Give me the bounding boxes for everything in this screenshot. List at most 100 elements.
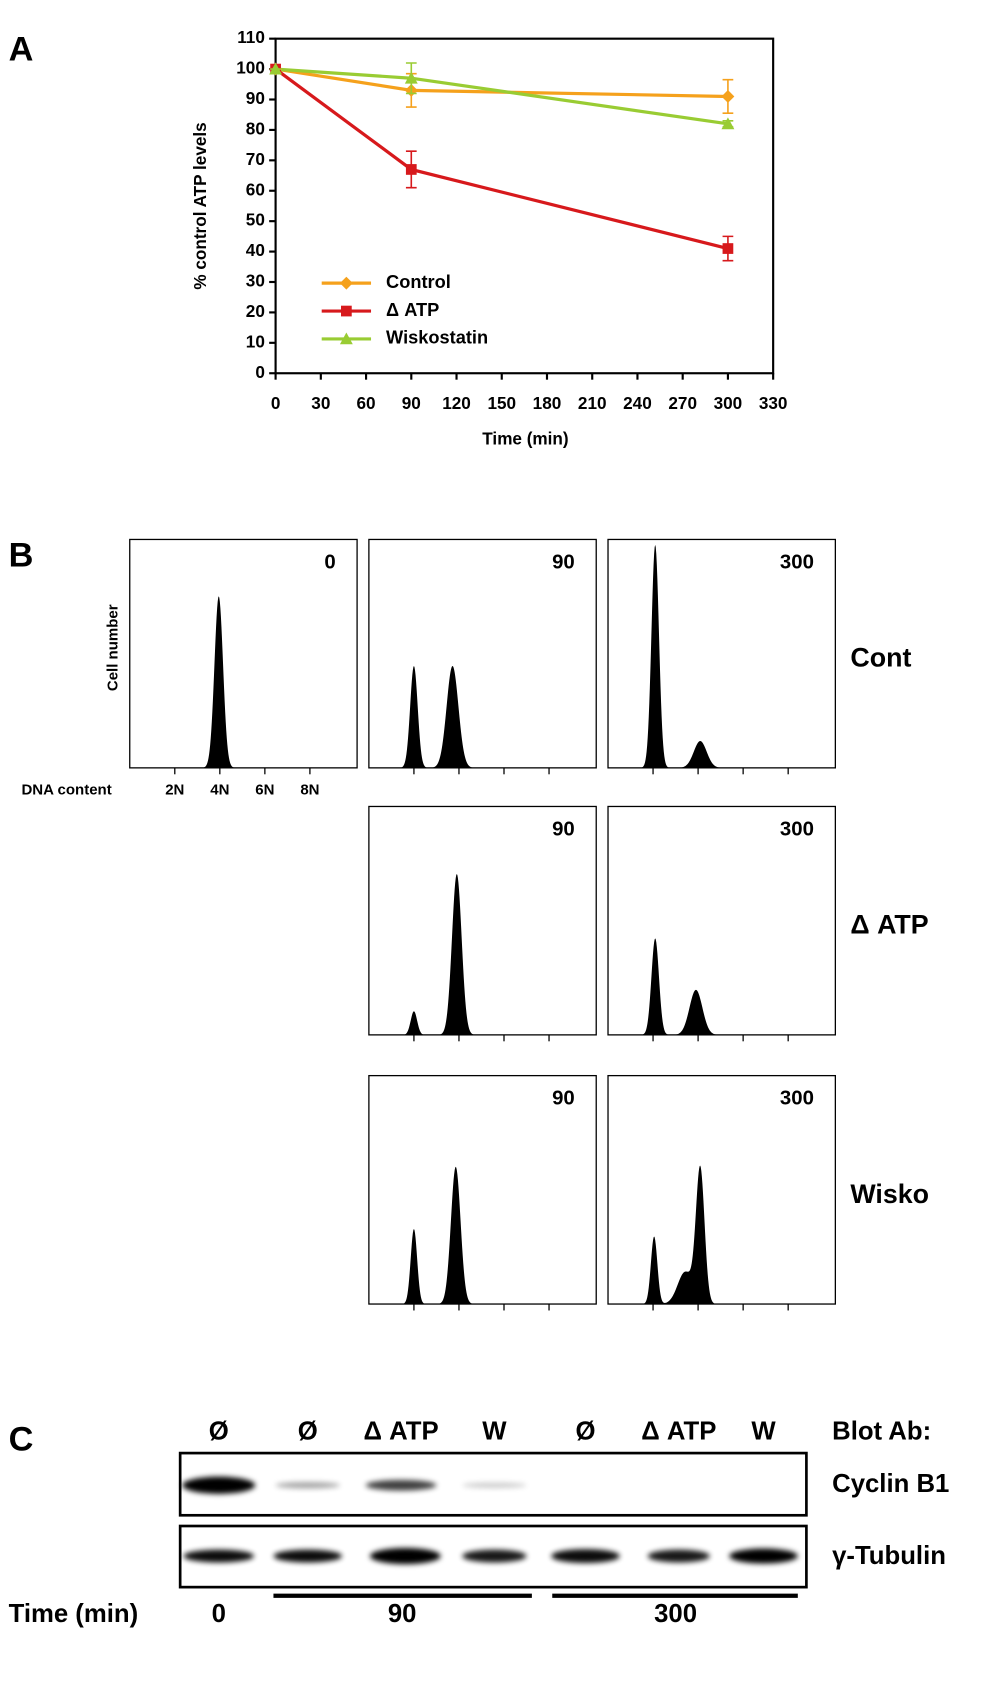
band	[183, 1549, 255, 1563]
row-label: Δ ATP	[850, 910, 928, 940]
y-tick-label: 70	[246, 149, 265, 169]
marker	[405, 164, 417, 175]
x-tick-label: 2N	[165, 781, 184, 798]
marker	[722, 243, 734, 254]
x-tick-label: 240	[623, 393, 652, 413]
time-group-label: 90	[388, 1600, 417, 1628]
y-tick-label: 110	[237, 27, 265, 47]
marker	[339, 276, 353, 290]
antibody-label: Cyclin B1	[832, 1470, 949, 1498]
legend-label: Control	[386, 272, 451, 292]
x-tick-label: 330	[759, 393, 788, 413]
band	[647, 1549, 710, 1563]
frame-cover	[369, 806, 596, 1034]
x-tick-label: 180	[533, 393, 562, 413]
time-label: 90	[552, 551, 575, 573]
marker	[339, 332, 353, 345]
x-tick-label: 6N	[255, 781, 274, 798]
x-tick-label: 120	[442, 393, 471, 413]
histogram-frame	[368, 538, 597, 769]
band	[729, 1548, 798, 1564]
lane-label: W	[482, 1418, 507, 1446]
x-tick-label: 210	[578, 393, 607, 413]
lane-label: Ø	[209, 1418, 229, 1446]
x-axis-label: Time (min)	[482, 428, 568, 448]
histogram-frame	[607, 805, 836, 1036]
band	[551, 1549, 620, 1564]
y-tick-label: 50	[246, 210, 265, 230]
frame-cover	[369, 539, 596, 767]
x-tick-label: 150	[487, 393, 516, 413]
time-label: 300	[780, 1088, 814, 1110]
panel-b: 0 90 300 Cont 90 300 Δ ATP 90 300 Wisko Cell numbe…	[21, 538, 929, 1311]
histogram	[608, 938, 836, 1035]
blot-frame	[178, 1451, 808, 1517]
histogram-frame	[368, 1074, 597, 1305]
histogram	[608, 1165, 836, 1305]
x-tick-label: 300	[714, 393, 743, 413]
time-label: 90	[552, 818, 575, 840]
histogram-frame	[368, 805, 597, 1036]
band	[273, 1549, 343, 1563]
frame-cover	[608, 1076, 835, 1304]
panel-label: B	[9, 537, 34, 575]
histogram-frame	[607, 1074, 836, 1305]
band	[462, 1482, 527, 1488]
antibody-label: γ-Tubulin	[832, 1542, 946, 1570]
y-tick-label: 0	[255, 362, 265, 382]
x-tick-label: 4N	[210, 781, 229, 798]
row-label: Cont	[850, 643, 911, 673]
histogram	[129, 596, 358, 768]
lane-label: Δ ATP	[641, 1418, 716, 1446]
y-axis-label: Cell number	[105, 604, 122, 691]
band	[462, 1549, 527, 1563]
band	[369, 1547, 441, 1565]
x-tick-label: 270	[668, 393, 697, 413]
marker	[269, 62, 283, 75]
y-tick-label: 30	[246, 271, 265, 291]
time-label: 0	[324, 551, 335, 573]
time-label: 300	[780, 551, 814, 573]
time-axis-label: Time (min)	[9, 1600, 139, 1628]
frame-cover	[608, 539, 835, 767]
lane-label: W	[751, 1418, 776, 1446]
time-label: 90	[552, 1088, 575, 1110]
histogram	[368, 665, 597, 768]
lane-label: Δ ATP	[363, 1418, 438, 1446]
histogram	[368, 874, 597, 1035]
y-tick-label: 60	[246, 179, 265, 199]
y-tick-label: 90	[246, 88, 265, 108]
y-tick-label: 20	[246, 301, 265, 321]
y-tick-label: 10	[246, 331, 265, 351]
x-tick-label: 8N	[300, 781, 319, 798]
lane-label: Ø	[298, 1418, 318, 1446]
frame-cover	[130, 539, 357, 767]
x-axis-label: DNA content	[21, 781, 111, 798]
blot-header: Blot Ab:	[832, 1418, 931, 1446]
band	[365, 1479, 437, 1491]
x-tick-label: 90	[402, 393, 421, 413]
y-tick-label: 80	[246, 118, 265, 138]
legend-label: Δ ATP	[386, 300, 439, 320]
histogram	[368, 1166, 597, 1305]
band	[275, 1482, 340, 1489]
row-label: Wisko	[850, 1179, 929, 1209]
x-tick-label: 0	[271, 393, 281, 413]
marker	[721, 90, 735, 103]
band	[182, 1476, 256, 1494]
marker	[341, 305, 352, 317]
panel-label: A	[9, 31, 34, 69]
marker	[721, 117, 735, 130]
x-tick-label: 30	[311, 393, 330, 413]
blot-frame	[178, 1524, 808, 1589]
histogram-frame	[129, 538, 358, 769]
frame-cover	[369, 1076, 596, 1304]
time-group-label: 300	[654, 1600, 697, 1628]
frame-cover	[608, 806, 835, 1034]
legend-label: Wiskostatin	[386, 328, 488, 348]
time-label: 300	[780, 818, 814, 840]
time-group-label: 0	[212, 1600, 226, 1628]
histogram-frame	[607, 538, 836, 769]
histogram	[608, 544, 836, 768]
